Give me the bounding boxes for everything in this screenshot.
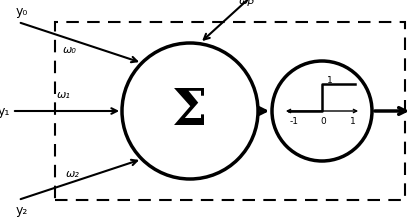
Text: y₁: y₁ bbox=[0, 105, 10, 117]
Text: ω₀: ω₀ bbox=[63, 45, 77, 55]
Text: 1: 1 bbox=[349, 117, 355, 125]
Text: 1: 1 bbox=[327, 75, 333, 85]
Text: 0: 0 bbox=[320, 117, 326, 125]
Text: -1: -1 bbox=[289, 117, 299, 125]
Text: ω₁: ω₁ bbox=[57, 90, 71, 100]
Text: ω₂: ω₂ bbox=[66, 169, 80, 179]
Circle shape bbox=[272, 61, 372, 161]
Text: Σ: Σ bbox=[172, 87, 207, 135]
Circle shape bbox=[122, 43, 258, 179]
Bar bbox=[55, 22, 405, 200]
Text: y₂: y₂ bbox=[16, 204, 29, 217]
Text: y₀: y₀ bbox=[16, 5, 28, 18]
Text: ωβ: ωβ bbox=[239, 0, 255, 6]
